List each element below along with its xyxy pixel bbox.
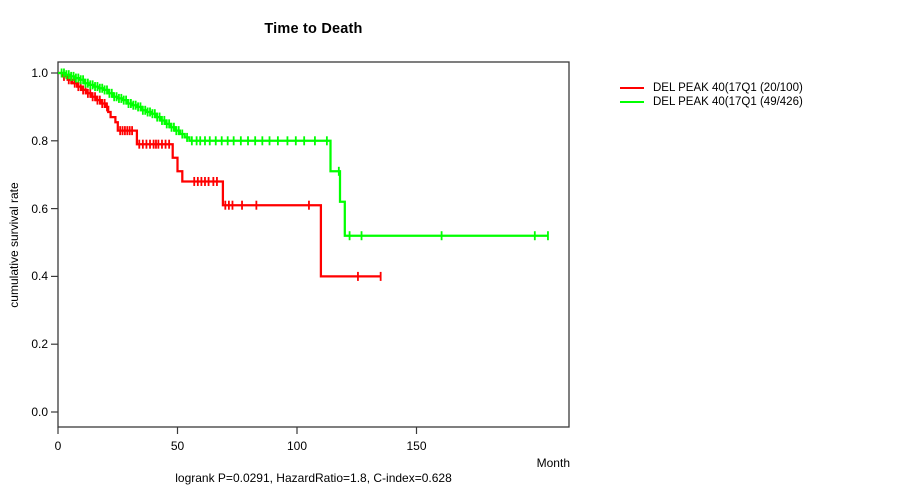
x-tick-label: 150	[406, 439, 427, 453]
x-tick-label: 50	[170, 439, 185, 453]
y-tick-label: 0.4	[31, 269, 48, 284]
survival-curve-green	[58, 71, 548, 237]
legend-label-red: DEL PEAK 40(17Q1 (20/100)	[653, 82, 803, 94]
y-tick-label: 0.6	[31, 201, 48, 216]
x-axis-label: Month	[536, 456, 570, 470]
y-tick-label: 0.2	[31, 337, 48, 352]
legend-label-green: DEL PEAK 40(17Q1 (49/426)	[653, 96, 803, 108]
y-tick-label: 0.0	[31, 405, 48, 419]
stats-annotation: logrank P=0.0291, HazardRatio=1.8, C-ind…	[175, 471, 452, 485]
legend-green-line-icon	[620, 100, 644, 104]
y-tick-label: 0.8	[31, 133, 48, 148]
plot-title: Time to Death	[264, 21, 363, 37]
plot-border	[57, 61, 570, 428]
x-tick-label: 100	[286, 439, 308, 453]
legend-item-green: DEL PEAK 40(17Q1 (49/426)	[620, 95, 803, 109]
legend-red-line-icon	[620, 86, 644, 90]
legend: DEL PEAK 40(17Q1 (20/100) DEL PEAK 40(17…	[620, 81, 803, 109]
x-tick-label: 0	[54, 439, 62, 453]
y-tick-label: 1.0	[31, 66, 48, 80]
legend-item-red: DEL PEAK 40(17Q1 (20/100)	[620, 81, 803, 95]
